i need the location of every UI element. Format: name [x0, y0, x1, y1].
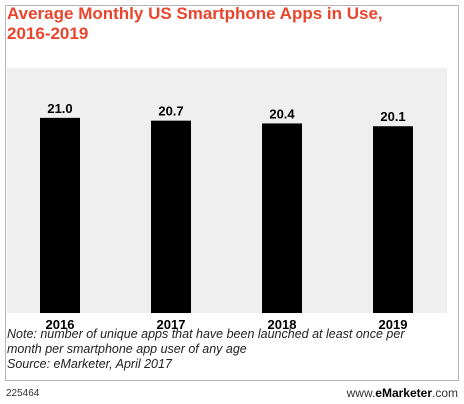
category-label-2018: 2018	[268, 317, 297, 330]
value-label-2019: 20.1	[380, 109, 405, 124]
note-line-1: Note: number of unique apps that have be…	[7, 327, 405, 341]
bar-2016	[40, 117, 80, 313]
brand-prefix: www.	[346, 386, 376, 400]
source-line: Source: eMarketer, April 2017	[7, 357, 172, 371]
brand-suffix: .com	[431, 386, 458, 400]
value-label-2018: 20.4	[269, 106, 295, 121]
plot-area: 21.0 2016 20.7 2017 20.4 2018 20.1 2019	[7, 68, 447, 330]
bar-chart: 21.0 2016 20.7 2017 20.4 2018 20.1 2019	[40, 101, 413, 330]
value-label-2017: 20.7	[158, 104, 183, 119]
category-label-2019: 2019	[379, 317, 408, 330]
chart-title-line-2: 2016-2019	[7, 24, 89, 43]
value-label-2016: 21.0	[47, 101, 72, 116]
brand-name: eMarketer	[375, 386, 432, 400]
category-label-2017: 2017	[157, 317, 186, 330]
chart-title: Average Monthly US Smartphone Apps in Us…	[7, 4, 437, 44]
bar-2018	[262, 123, 302, 313]
brand-link[interactable]: www.eMarketer.com	[347, 386, 458, 400]
chart-title-line-1: Average Monthly US Smartphone Apps in Us…	[7, 4, 383, 23]
chart-id: 225464	[6, 388, 40, 399]
bar-2017	[151, 120, 191, 313]
note-line-2: month per smartphone app user of any age	[7, 342, 247, 356]
category-label-2016: 2016	[46, 317, 75, 330]
chart-notes: Note: number of unique apps that have be…	[7, 327, 451, 372]
bar-2019	[373, 126, 413, 313]
